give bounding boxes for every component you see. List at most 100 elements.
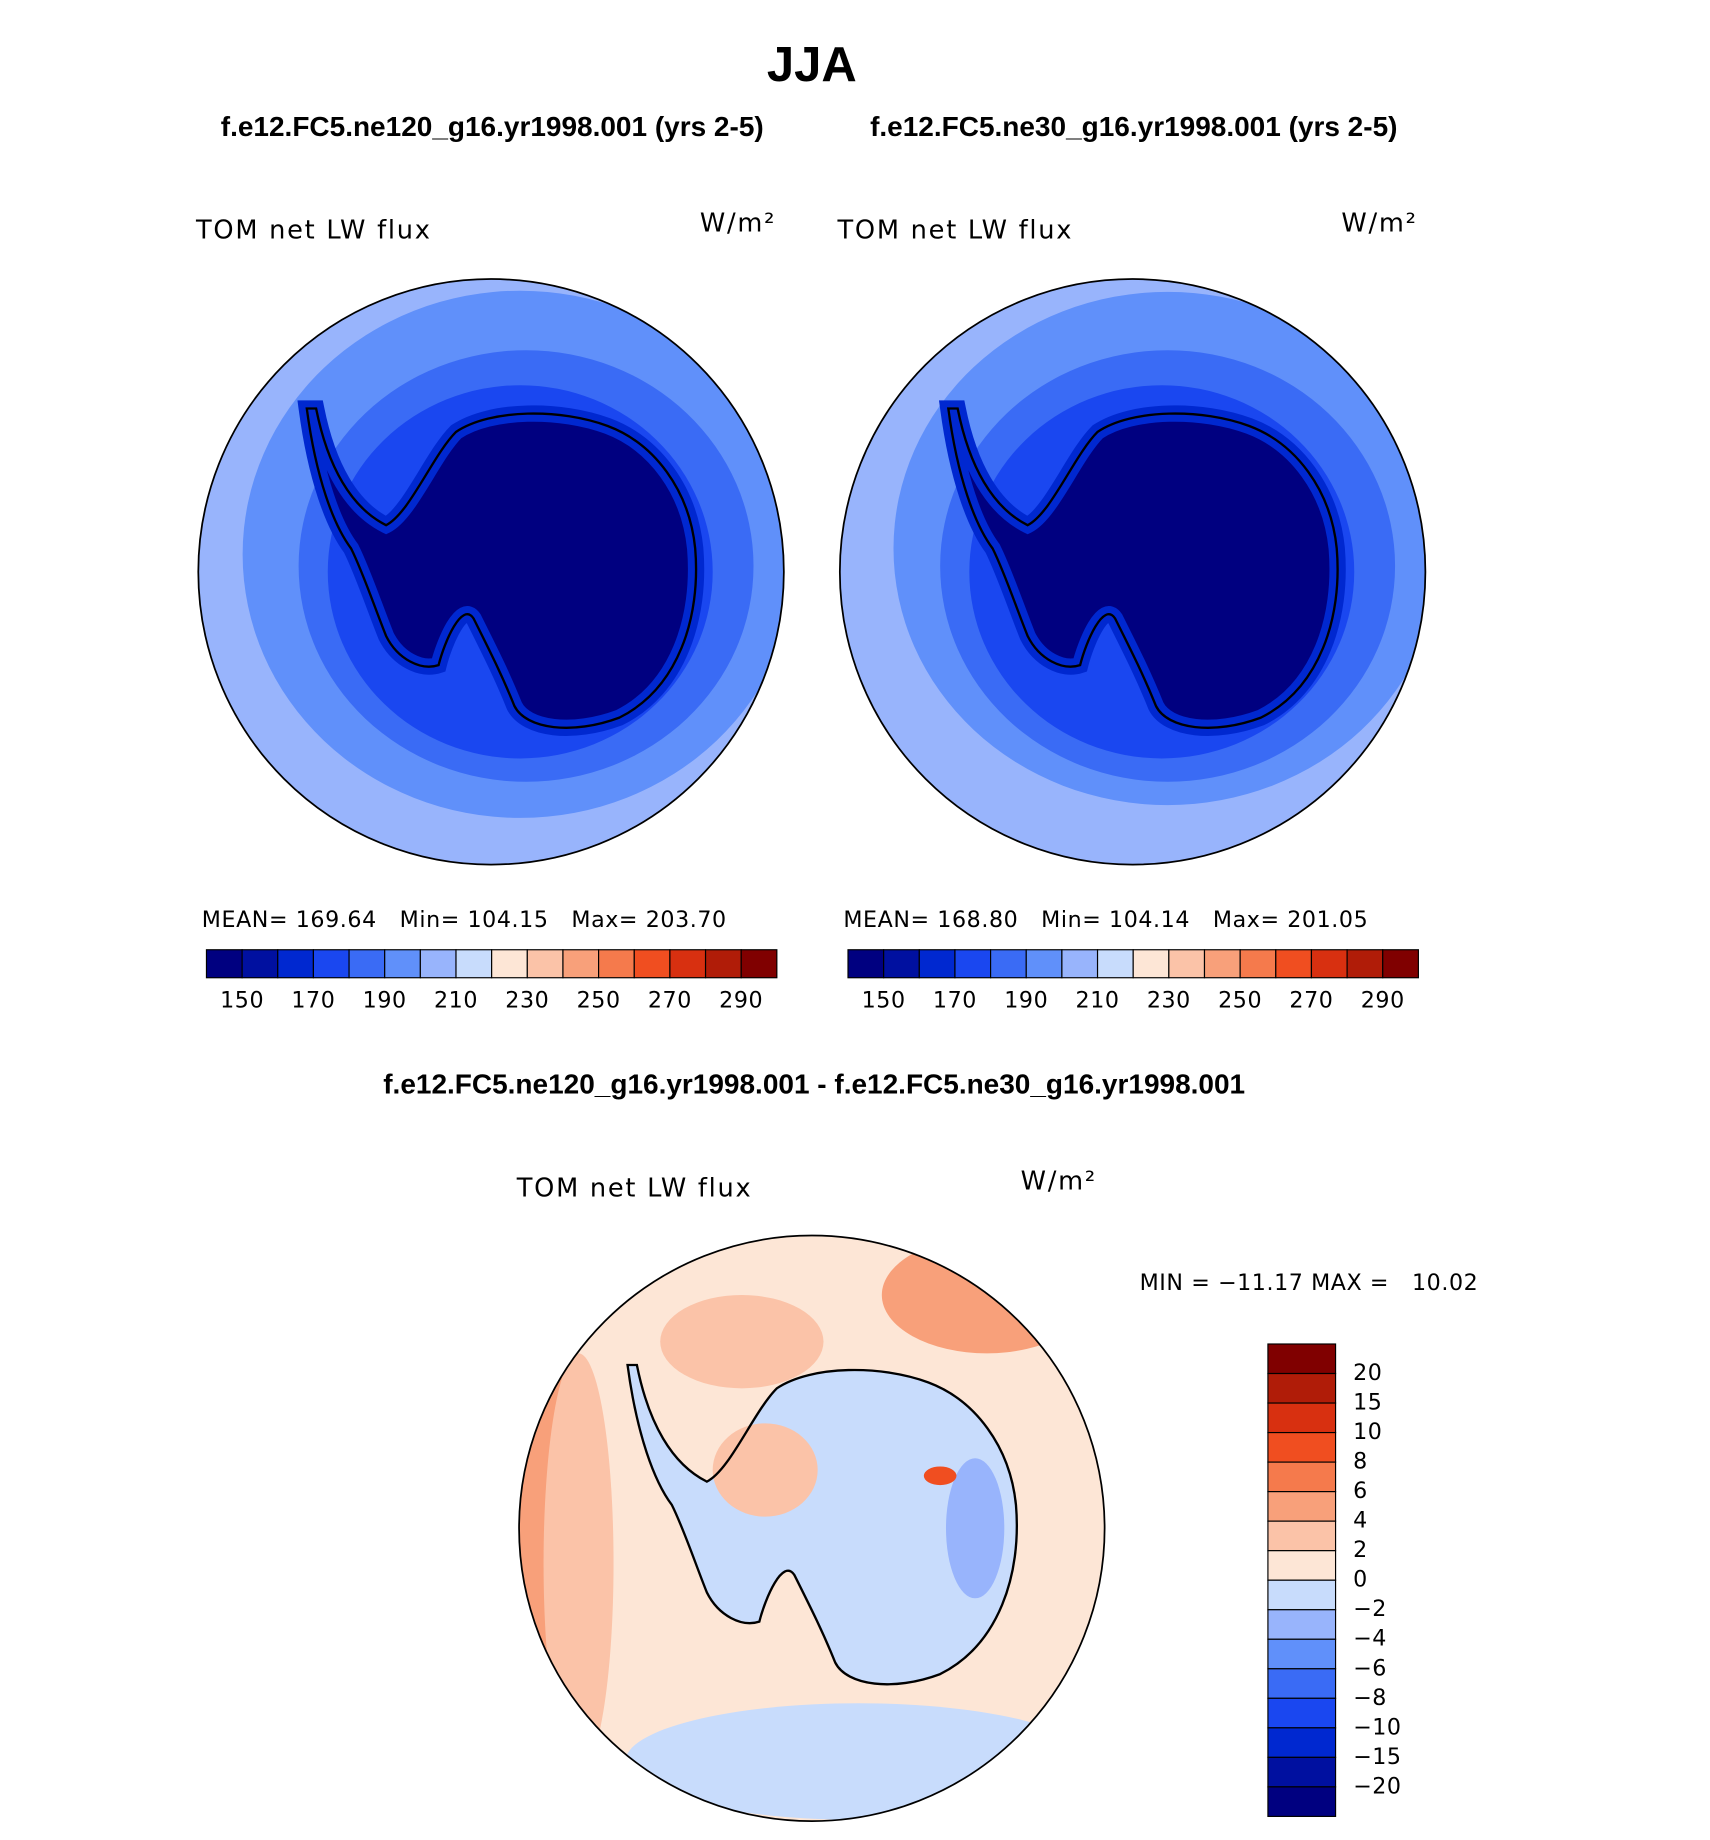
colorbar-box — [1168, 949, 1206, 979]
colorbar-label: 150 — [220, 988, 264, 1014]
map-field — [543, 1353, 614, 1774]
colorbar-label: −10 — [1353, 1714, 1402, 1740]
colorbar-label: 290 — [1361, 988, 1405, 1014]
colorbar-box — [1267, 1491, 1337, 1522]
colorbar-box — [598, 949, 635, 979]
figure-title: JJA — [767, 38, 857, 92]
units: W/m² — [1341, 209, 1417, 239]
colorbar-box — [1267, 1343, 1337, 1375]
map-field — [945, 1458, 1005, 1599]
colorbar-box — [1203, 949, 1241, 979]
stats: MEAN= 168.80 Min= 104.14 Max= 201.05 — [843, 907, 1368, 933]
map-border — [518, 1234, 1106, 1822]
colorbar-label: 170 — [291, 988, 335, 1014]
colorbar-label: 290 — [719, 988, 763, 1014]
colorbar-label: 190 — [363, 988, 407, 1014]
colorbar-label: 230 — [1147, 988, 1191, 1014]
colorbar-box — [419, 949, 457, 979]
field-label: TOM net LW flux — [837, 216, 1074, 246]
colorbar-box — [1267, 1550, 1337, 1581]
stats: MEAN= 169.64 Min= 104.15 Max= 203.70 — [202, 907, 727, 933]
colorbar-box — [455, 949, 493, 979]
difference-title: f.e12.FC5.ne120_g16.yr1998.001 - f.e12.F… — [383, 1069, 1245, 1100]
colorbar-box — [1267, 1727, 1337, 1758]
colorbar-label: 4 — [1353, 1508, 1368, 1534]
stats: MIN = −11.17 MAX = 10.02 — [1140, 1270, 1479, 1296]
colorbar-box — [562, 949, 600, 979]
colorbar-box — [1267, 1668, 1337, 1699]
map-border — [197, 278, 785, 866]
colorbar-box — [1310, 949, 1348, 979]
colorbar-box — [633, 949, 671, 979]
colorbar-label: 250 — [1218, 988, 1262, 1014]
colorbar-label: 2 — [1353, 1537, 1368, 1563]
colorbar-box — [1132, 949, 1170, 979]
colorbar-box — [1061, 949, 1099, 979]
colorbar-box — [990, 949, 1027, 979]
units: W/m² — [700, 209, 776, 239]
colorbar-label: 0 — [1353, 1567, 1368, 1593]
colorbar-box — [1267, 1461, 1337, 1493]
colorbar-label: 6 — [1353, 1478, 1368, 1504]
colorbar-box — [1267, 1431, 1337, 1463]
colorbar-box — [1025, 949, 1063, 979]
colorbar-label: 270 — [1289, 988, 1333, 1014]
colorbar-box — [1346, 949, 1384, 979]
colorbar-box — [1382, 949, 1419, 979]
colorbar-box — [526, 949, 564, 979]
colorbar-box — [312, 949, 350, 979]
colorbar-label: 150 — [862, 988, 906, 1014]
colorbar-box — [1267, 1402, 1337, 1434]
colorbar-label: 250 — [577, 988, 621, 1014]
field-label: TOM net LW flux — [516, 1173, 753, 1203]
colorbar-label: −8 — [1353, 1685, 1387, 1711]
colorbar-box — [1267, 1579, 1337, 1611]
colorbar-box — [704, 949, 742, 979]
colorbar-label: 270 — [648, 988, 692, 1014]
field-label: TOM net LW flux — [195, 216, 432, 246]
colorbar-box — [847, 949, 885, 979]
colorbar-box — [1096, 949, 1134, 979]
colorbar-label: 210 — [1076, 988, 1120, 1014]
colorbar-box — [1267, 1697, 1337, 1729]
colorbar-label: 230 — [505, 988, 549, 1014]
colorbar-label: −4 — [1353, 1626, 1387, 1652]
colorbar-box — [1239, 949, 1277, 979]
colorbar-label: 210 — [434, 988, 478, 1014]
colorbar-box — [1267, 1786, 1337, 1817]
colorbar-label: 170 — [933, 988, 977, 1014]
colorbar-box — [740, 949, 778, 979]
colorbar-label: −6 — [1353, 1655, 1387, 1681]
map-border — [838, 278, 1427, 866]
colorbar-box — [669, 949, 707, 979]
map-field — [923, 1466, 957, 1486]
colorbar-label: 10 — [1353, 1419, 1382, 1445]
panel-case: f.e12.FC5.ne30_g16.yr1998.001 (yrs 2-5) — [870, 111, 1397, 142]
units: W/m² — [1021, 1166, 1097, 1196]
map-field — [660, 1295, 824, 1389]
colorbar-label: 20 — [1353, 1360, 1382, 1386]
colorbar-box — [384, 949, 421, 979]
colorbar-box — [918, 949, 956, 979]
colorbar-box — [1267, 1609, 1337, 1640]
colorbar-box — [954, 949, 992, 979]
colorbar-label: 15 — [1353, 1390, 1382, 1416]
colorbar-label: −15 — [1353, 1744, 1402, 1770]
colorbar-box — [491, 949, 528, 979]
map-field — [712, 1423, 818, 1517]
colorbar-label: −20 — [1353, 1773, 1402, 1799]
colorbar-box — [348, 949, 386, 979]
colorbar-box — [241, 949, 279, 979]
polar-map — [197, 278, 785, 866]
panel-case: f.e12.FC5.ne120_g16.yr1998.001 (yrs 2-5) — [221, 111, 764, 142]
colorbar-box — [277, 949, 314, 979]
colorbar-box — [1267, 1756, 1337, 1788]
map-field — [625, 1703, 1092, 1820]
colorbar-box — [1267, 1638, 1337, 1670]
polar-map — [838, 278, 1427, 866]
colorbar-label: 190 — [1004, 988, 1048, 1014]
polar-map — [518, 1234, 1106, 1822]
colorbar-label: −2 — [1353, 1596, 1387, 1622]
